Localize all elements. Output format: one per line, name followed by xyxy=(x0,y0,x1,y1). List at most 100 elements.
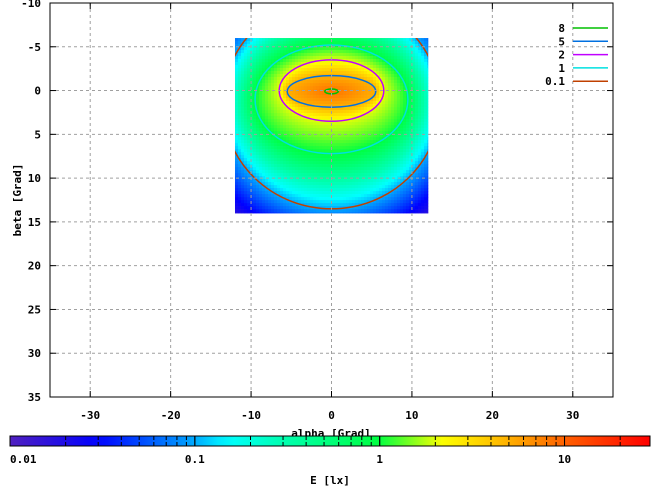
heatmap-cell xyxy=(354,197,359,201)
heatmap-cell xyxy=(270,119,275,123)
heatmap-cell xyxy=(399,158,404,162)
heatmap-cell xyxy=(351,95,356,99)
heatmap-cell xyxy=(327,203,332,207)
heatmap-cell xyxy=(357,122,362,126)
heatmap-cell xyxy=(237,194,242,198)
heatmap-cell xyxy=(426,164,429,168)
heatmap-cell xyxy=(279,77,284,81)
heatmap-cell xyxy=(396,200,401,204)
heatmap-cell xyxy=(396,158,401,162)
heatmap-cell xyxy=(264,134,269,138)
heatmap-cell xyxy=(354,98,359,102)
heatmap-cell xyxy=(417,185,422,189)
heatmap-cell xyxy=(276,212,281,214)
heatmap-cell xyxy=(240,98,245,102)
heatmap-cell xyxy=(261,107,266,111)
heatmap-cell xyxy=(258,65,263,69)
heatmap-cell xyxy=(363,194,368,198)
heatmap-cell xyxy=(423,209,428,213)
heatmap-cell xyxy=(384,77,389,81)
heatmap-cell xyxy=(285,83,290,87)
heatmap-cell xyxy=(390,62,395,66)
heatmap-cell xyxy=(333,158,338,162)
heatmap-cell xyxy=(300,86,305,90)
heatmap-cell xyxy=(321,155,326,159)
heatmap-cell xyxy=(345,155,350,159)
heatmap-cell xyxy=(402,47,407,51)
heatmap-cell xyxy=(339,50,344,54)
heatmap-cell xyxy=(408,125,413,129)
heatmap-cell xyxy=(300,56,305,60)
heatmap-cell xyxy=(417,146,422,150)
heatmap-cell xyxy=(381,119,386,123)
heatmap-cell xyxy=(351,98,356,102)
heatmap-cell xyxy=(336,179,341,183)
heatmap-cell xyxy=(354,53,359,57)
heatmap-cell xyxy=(414,101,419,105)
heatmap-cell xyxy=(423,77,428,81)
heatmap-cell xyxy=(342,104,347,108)
heatmap-cell xyxy=(285,119,290,123)
heatmap-cell xyxy=(420,107,425,111)
heatmap-cell xyxy=(381,140,386,144)
heatmap-cell xyxy=(357,143,362,147)
heatmap-cell xyxy=(369,44,374,48)
y-axis-label: beta [Grad] xyxy=(11,164,24,237)
x-axis: -30 -20 -10 0 10 20 30 xyxy=(80,3,579,422)
heatmap-cell xyxy=(327,122,332,126)
heatmap-cell xyxy=(369,122,374,126)
heatmap-cell xyxy=(249,143,254,147)
heatmap-cell xyxy=(387,197,392,201)
heatmap-cell xyxy=(408,182,413,186)
heatmap-cell xyxy=(249,146,254,150)
heatmap-cell xyxy=(393,47,398,51)
heatmap-cell xyxy=(240,65,245,69)
heatmap-cell xyxy=(324,191,329,195)
heatmap-cell xyxy=(297,188,302,192)
heatmap-cell xyxy=(357,131,362,135)
heatmap-cell xyxy=(312,125,317,129)
heatmap-cell xyxy=(282,122,287,126)
heatmap-cell xyxy=(288,59,293,63)
heatmap-cell xyxy=(384,143,389,147)
heatmap-cell xyxy=(270,155,275,159)
heatmap-cell xyxy=(420,212,425,214)
heatmap-cell xyxy=(234,155,239,159)
heatmap-cell xyxy=(426,134,429,138)
heatmap-cell xyxy=(417,134,422,138)
heatmap-cell xyxy=(405,41,410,45)
heatmap-cell xyxy=(384,62,389,66)
heatmap-cell xyxy=(348,149,353,153)
heatmap-cell xyxy=(291,101,296,105)
heatmap-cell xyxy=(402,164,407,168)
heatmap-cell xyxy=(327,170,332,174)
heatmap-cell xyxy=(246,206,251,210)
heatmap-cell xyxy=(360,164,365,168)
heatmap-cell xyxy=(405,77,410,81)
heatmap-cell xyxy=(324,146,329,150)
heatmap-cell xyxy=(321,140,326,144)
heatmap-cell xyxy=(255,59,260,63)
heatmap-cell xyxy=(402,59,407,63)
heatmap-cell xyxy=(360,95,365,99)
heatmap-cell xyxy=(279,50,284,54)
heatmap-cell xyxy=(423,158,428,162)
heatmap-cell xyxy=(411,95,416,99)
heatmap-cell xyxy=(270,71,275,75)
heatmap-cell xyxy=(240,71,245,75)
heatmap-cell xyxy=(393,179,398,183)
heatmap-cell xyxy=(264,125,269,129)
heatmap-cell xyxy=(249,203,254,207)
heatmap-cell xyxy=(249,179,254,183)
heatmap-cell xyxy=(405,68,410,72)
heatmap-cell xyxy=(399,212,404,214)
heatmap-cell xyxy=(279,74,284,78)
heatmap-cell xyxy=(237,146,242,150)
heatmap-cell xyxy=(234,197,239,201)
heatmap-cell xyxy=(315,77,320,81)
heatmap-cell xyxy=(243,131,248,135)
heatmap-cell xyxy=(294,62,299,66)
heatmap-cell xyxy=(255,71,260,75)
heatmap-cell xyxy=(384,56,389,60)
heatmap-cell xyxy=(369,176,374,180)
